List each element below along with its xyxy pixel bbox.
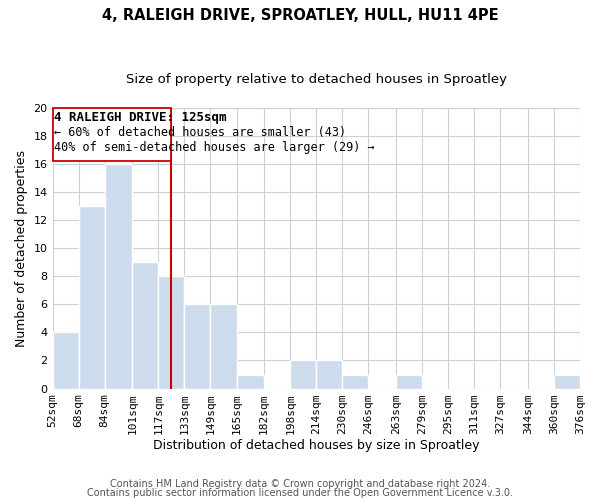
Bar [104, 164, 133, 388]
Text: 4, RALEIGH DRIVE, SPROATLEY, HULL, HU11 4PE: 4, RALEIGH DRIVE, SPROATLEY, HULL, HU11 … [101, 8, 499, 22]
X-axis label: Distribution of detached houses by size in Sproatley: Distribution of detached houses by size … [153, 440, 479, 452]
Text: ← 60% of detached houses are smaller (43): ← 60% of detached houses are smaller (43… [54, 126, 346, 139]
Text: 40% of semi-detached houses are larger (29) →: 40% of semi-detached houses are larger (… [54, 141, 375, 154]
Bar [316, 360, 343, 388]
Bar [396, 374, 422, 388]
Bar [184, 304, 211, 388]
Bar [133, 262, 158, 388]
Y-axis label: Number of detached properties: Number of detached properties [15, 150, 28, 346]
Bar [343, 374, 368, 388]
Text: 4 RALEIGH DRIVE: 125sqm: 4 RALEIGH DRIVE: 125sqm [54, 111, 227, 124]
Title: Size of property relative to detached houses in Sproatley: Size of property relative to detached ho… [126, 72, 507, 86]
Bar [236, 374, 264, 388]
Text: Contains HM Land Registry data © Crown copyright and database right 2024.: Contains HM Land Registry data © Crown c… [110, 479, 490, 489]
Bar [554, 374, 580, 388]
Bar [290, 360, 316, 388]
Bar [79, 206, 104, 388]
Bar [53, 332, 79, 388]
Bar [158, 276, 184, 388]
Text: Contains public sector information licensed under the Open Government Licence v.: Contains public sector information licen… [87, 488, 513, 498]
Bar [211, 304, 236, 388]
FancyBboxPatch shape [53, 108, 172, 161]
